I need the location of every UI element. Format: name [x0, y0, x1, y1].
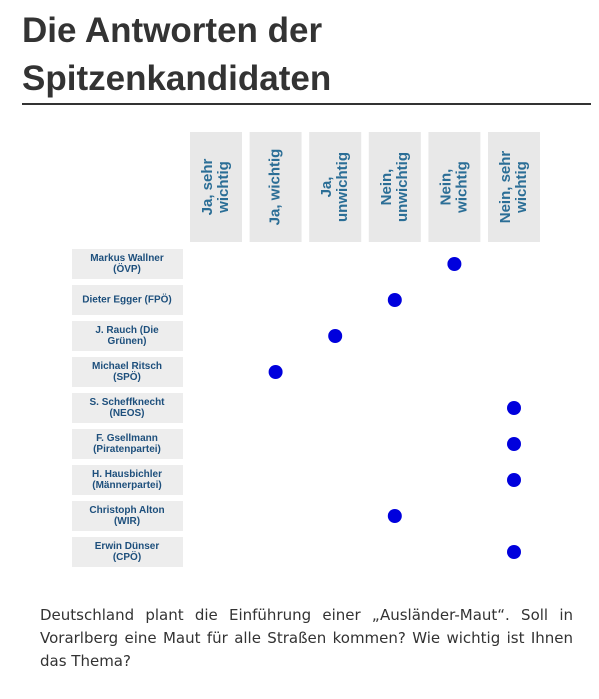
row-label: (Piratenpartei): [93, 444, 161, 455]
column-label: wichtig: [513, 161, 530, 214]
row-header: [72, 465, 183, 495]
answer-dot: [507, 473, 521, 487]
row-label: (Männerpartei): [92, 480, 161, 491]
row-header: [72, 321, 183, 351]
column-label: wichtig: [453, 161, 470, 214]
column-header: [309, 132, 362, 242]
row-label: Dieter Egger (FPÖ): [82, 293, 171, 306]
column-label: unwichtig: [334, 152, 351, 222]
row-label: (CPÖ): [113, 550, 141, 563]
row-header: [72, 537, 183, 567]
column-label: Ja, wichtig: [267, 149, 284, 226]
column-label: unwichtig: [394, 152, 411, 222]
column-label: Nein, sehr: [497, 151, 514, 224]
question: Deutschland plant die Einführung einer „…: [40, 606, 573, 670]
answer-dot: [328, 329, 343, 343]
column-header: [488, 132, 540, 242]
row-header: [72, 249, 183, 279]
answer-dot: [268, 365, 283, 379]
row-label: S. Scheffknecht: [89, 397, 165, 408]
column-label: Ja,: [318, 177, 335, 198]
answer-dot: [447, 257, 462, 271]
row-header: [72, 501, 183, 531]
answer-dot: [387, 509, 402, 523]
row-header: [72, 393, 183, 423]
row-label: (ÖVP): [113, 262, 141, 275]
row-label: (NEOS): [110, 408, 145, 419]
answer-dot: [387, 293, 402, 307]
answer-dot: [507, 545, 521, 559]
column-header: [368, 132, 421, 242]
answer-dot: [507, 401, 521, 415]
title-line: Spitzenkandidaten: [22, 59, 331, 98]
answer-dot: [507, 437, 521, 451]
column-label: Nein,: [437, 169, 454, 206]
title-rule: [22, 103, 591, 105]
row-header: [72, 357, 183, 387]
column-label: Ja, sehr: [199, 158, 216, 215]
column-header: [190, 132, 242, 242]
row-label: H. Hausbichler: [92, 469, 162, 480]
column-label: Nein,: [378, 169, 395, 206]
title-line: Die Antworten der: [22, 11, 322, 50]
row-header: [72, 429, 183, 459]
row-label: Erwin Dünser: [95, 541, 160, 552]
answers-grid: Die Antworten der Spitzenkandidaten Ja, …: [22, 11, 591, 567]
row-label: (SPÖ): [113, 370, 141, 383]
row-header: [72, 285, 183, 315]
column-label: wichtig: [215, 161, 232, 214]
row-label: Markus Wallner: [90, 253, 164, 264]
row-label: J. Rauch (Die: [95, 325, 159, 336]
row-label: Michael Ritsch: [92, 361, 162, 372]
row-label: Christoph Alton: [89, 505, 164, 516]
column-header: [249, 132, 302, 242]
row-label: (WIR): [114, 516, 140, 527]
row-label: Grünen): [108, 336, 147, 347]
column-header: [428, 132, 481, 242]
row-label: F. Gsellmann: [96, 433, 158, 444]
